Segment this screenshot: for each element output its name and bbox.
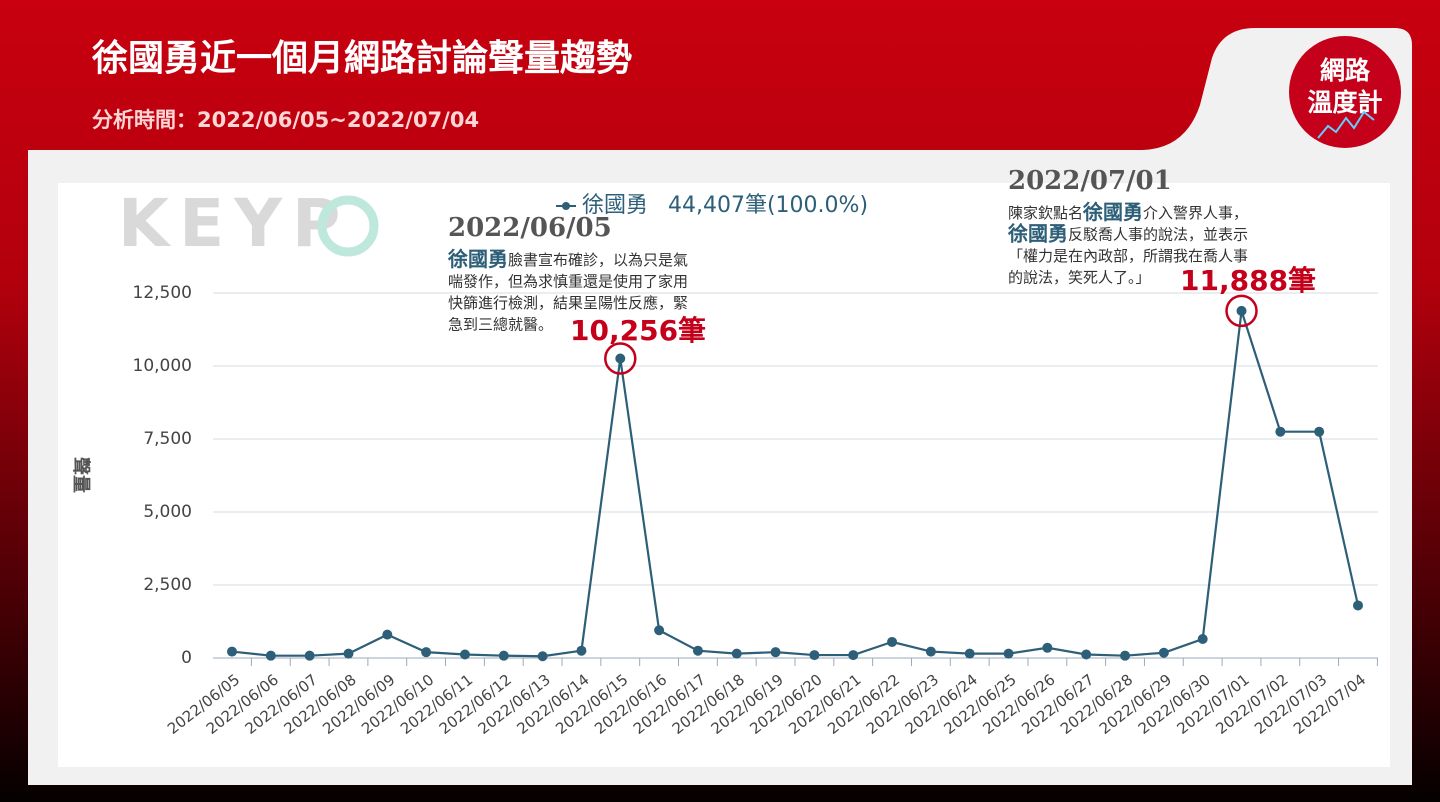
annotation-segment: 反駁喬人事的說法，並表示 [1068, 225, 1248, 243]
point [343, 648, 354, 659]
point [731, 648, 742, 659]
point [1197, 634, 1208, 645]
annotation-text: 徐國勇臉書宣布確診，以為只是氣 [447, 247, 688, 271]
point [1081, 649, 1092, 660]
subtitle: 分析時間：2022/06/05~2022/07/04 [92, 108, 479, 132]
series-line [231, 310, 1360, 658]
point [1236, 305, 1247, 316]
point [1158, 647, 1169, 658]
point [304, 650, 315, 661]
y-tick-label: 7,500 [143, 429, 192, 449]
annotation-segment: 臉書宣布確診，以為只是氣 [508, 251, 688, 269]
badge-icon [1317, 110, 1375, 139]
annotation-text: 的說法，笑死人了。」 [1008, 268, 1151, 286]
point [576, 645, 587, 656]
annotation-date: 2022/06/05 [448, 213, 612, 243]
annotation-segment: 的說法，笑死人了。」 [1008, 268, 1151, 286]
point [1275, 426, 1286, 437]
annotation-segment: 徐國勇 [1007, 221, 1068, 245]
point [1120, 650, 1131, 661]
plot-panel [58, 183, 1390, 767]
point [809, 650, 820, 661]
point [498, 650, 509, 661]
annotation-segment: 喘發作，但為求慎重還是使用了家用 [448, 272, 688, 290]
legend-marker [562, 202, 570, 210]
highlight-ring [1225, 294, 1258, 328]
y-tick-label: 5,000 [143, 502, 192, 522]
watermark: KEYP [118, 185, 350, 262]
watermark-o [317, 195, 379, 257]
point [770, 647, 781, 658]
point [1042, 642, 1053, 653]
point [537, 651, 548, 662]
annotation-segment: 介入警界人事， [1143, 204, 1248, 222]
point [1353, 600, 1363, 611]
y-tick-label: 10,000 [133, 356, 192, 376]
value-label: 11,888筆 [1180, 264, 1316, 297]
point [692, 645, 703, 656]
annotation-text: 徐國勇反駁喬人事的說法，並表示 [1007, 221, 1248, 245]
point [848, 650, 859, 661]
point [421, 647, 432, 658]
annotation-text: 急到三總就醫。 [448, 315, 553, 333]
point [382, 629, 393, 640]
point [925, 646, 936, 657]
annotation-text: 「權力是在內政部，所謂我在喬人事 [1008, 247, 1248, 265]
point [654, 625, 665, 636]
point [227, 646, 237, 657]
y-tick-label: 12,500 [133, 283, 192, 303]
annotation-segment: 徐國勇 [447, 247, 508, 271]
point [459, 649, 470, 660]
annotation-segment: 「權力是在內政部，所謂我在喬人事 [1008, 247, 1248, 265]
point [1314, 426, 1325, 437]
badge-text: 溫度計 [1307, 88, 1382, 117]
title: 徐國勇近一個月網路討論聲量趨勢 [91, 38, 632, 79]
annotation-text: 喘發作，但為求慎重還是使用了家用 [448, 272, 688, 290]
y-tick-label: 0 [181, 648, 192, 668]
point [887, 636, 898, 647]
y-axis-label: 聲量 [70, 457, 92, 493]
point [265, 650, 276, 661]
legend-label: 徐國勇 [582, 193, 648, 218]
annotation-text: 陳家欽點名徐國勇介入警界人事， [1008, 200, 1248, 224]
highlight-ring [604, 342, 637, 375]
annotation-date: 2022/07/01 [1008, 166, 1172, 196]
point [615, 353, 626, 364]
point [964, 648, 975, 659]
legend-total: 44,407筆(100.0%) [668, 193, 868, 218]
annotation-text: 快篩進行檢測，結果呈陽性反應，緊 [448, 294, 688, 312]
badge-text: 網路 [1320, 56, 1371, 85]
annotation-segment: 急到三總就醫。 [448, 315, 553, 333]
value-label: 10,256筆 [570, 314, 706, 347]
y-tick-label: 2,500 [143, 575, 192, 595]
point [1003, 648, 1014, 659]
annotation-segment: 陳家欽點名 [1008, 204, 1083, 222]
annotation-segment: 快篩進行檢測，結果呈陽性反應，緊 [448, 294, 688, 312]
annotation-segment: 徐國勇 [1082, 200, 1143, 224]
